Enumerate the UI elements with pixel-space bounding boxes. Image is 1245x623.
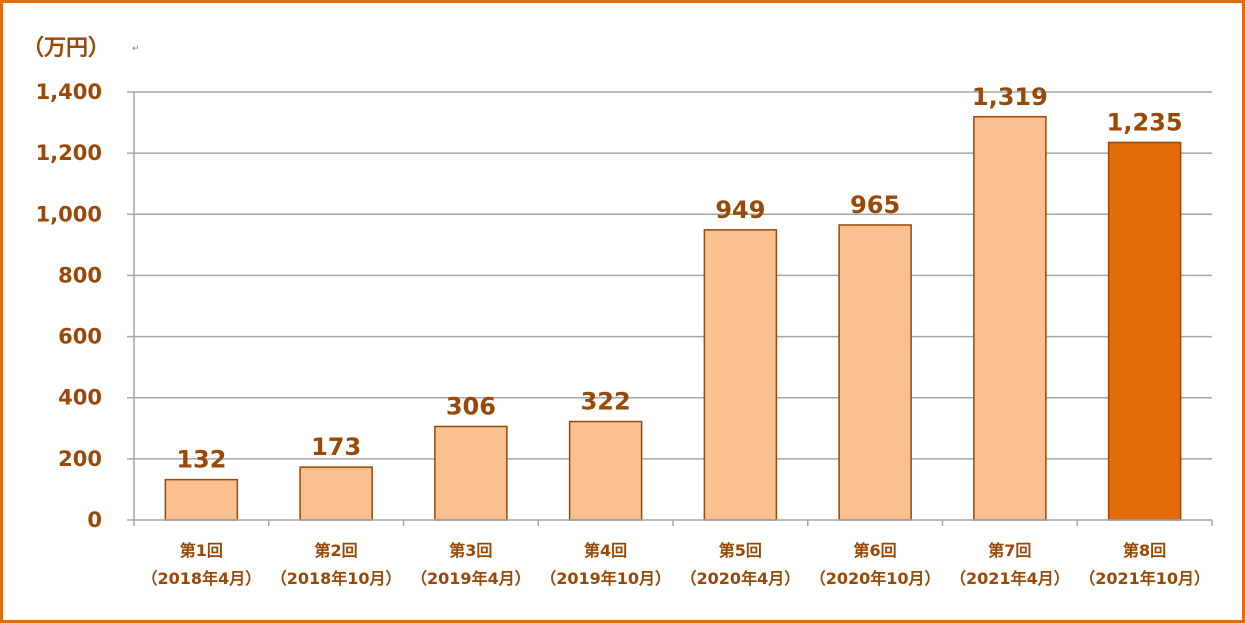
y-tick-label: 1,400 [36, 80, 102, 104]
x-category-date: （2018年10月） [271, 569, 402, 588]
y-tick-label: 1,000 [36, 202, 102, 226]
x-category-label: 第6回 [854, 541, 897, 560]
x-category-label: 第5回 [719, 541, 762, 560]
data-label: 1,319 [972, 83, 1048, 111]
y-tick-label: 200 [58, 447, 102, 471]
x-category-date: （2021年4月） [950, 569, 1070, 588]
bar [703, 229, 778, 521]
x-category-label: 第8回 [1123, 541, 1166, 560]
bar [1107, 141, 1182, 521]
x-category-label: 第7回 [988, 541, 1031, 560]
x-category-label: 第4回 [584, 541, 627, 560]
bar [568, 420, 643, 521]
y-tick-label: 1,200 [36, 141, 102, 165]
y-axis: 0 200 400 600 800 1,000 1,200 1,400 [36, 80, 135, 532]
x-axis: 第1回 （2018年4月） 第2回 （2018年10月） 第3回 （2019年4月） 第4回… [133, 519, 1213, 588]
y-unit-label: （万円） [22, 36, 111, 61]
x-category-date: （2019年4月） [411, 569, 531, 588]
data-label: 965 [850, 191, 900, 219]
x-category-label: 第3回 [449, 541, 492, 560]
x-category-date: （2020年4月） [681, 569, 801, 588]
bars [164, 116, 1182, 521]
bar [434, 425, 508, 521]
y-tick-label: 800 [58, 263, 102, 287]
data-label: 322 [581, 388, 631, 416]
bar [973, 116, 1047, 521]
data-label: 306 [446, 392, 496, 420]
bar [299, 466, 373, 521]
x-category-date: （2019年10月） [540, 569, 671, 588]
data-label: 132 [176, 446, 226, 474]
bar [164, 478, 239, 521]
x-category-date: （2021年10月） [1079, 569, 1210, 588]
data-label: 1,235 [1107, 108, 1183, 136]
y-tick-label: 600 [58, 325, 102, 349]
x-category-label: 第1回 [180, 541, 223, 560]
gridlines [134, 91, 1212, 460]
y-tick-label: 0 [87, 508, 102, 532]
bar [838, 224, 912, 521]
x-category-date: （2018年4月） [142, 569, 262, 588]
x-category-date: （2020年10月） [810, 569, 941, 588]
data-label: 173 [311, 433, 361, 461]
paragraph-mark: ↵ [132, 44, 140, 54]
y-tick-label: 400 [58, 386, 102, 410]
data-labels: 132 173 306 322 949 965 1,319 1,235 [176, 83, 1182, 474]
data-label: 949 [715, 196, 765, 224]
x-category-label: 第2回 [315, 541, 358, 560]
